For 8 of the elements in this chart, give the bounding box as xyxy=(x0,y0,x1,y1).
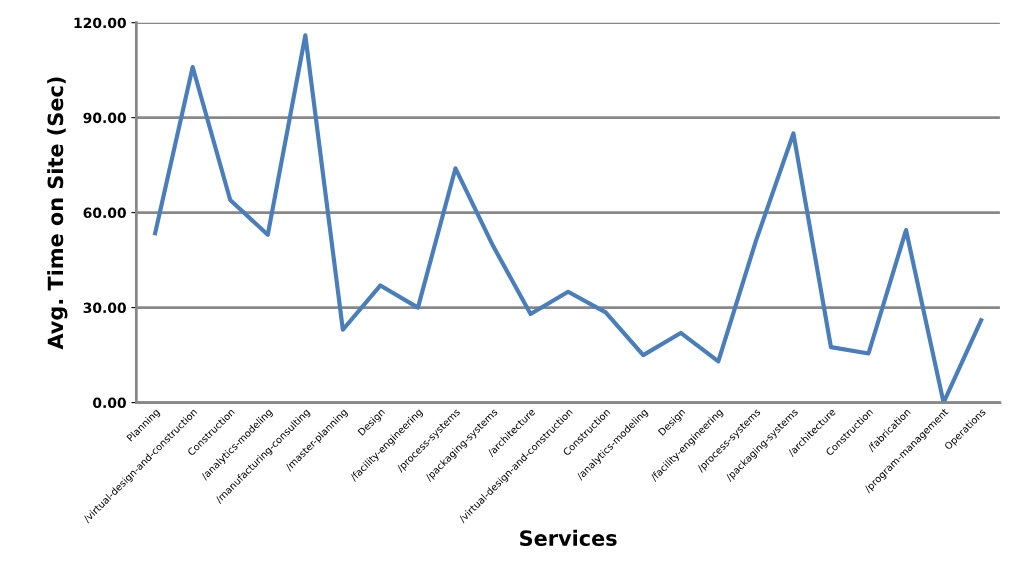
y-tick-label: 60.00 xyxy=(83,207,126,219)
y-tick-label: 0.00 xyxy=(93,397,126,409)
y-axis-title: Avg. Time on Site (Sec) xyxy=(47,77,68,350)
x-axis-title: Services xyxy=(520,529,617,546)
y-tick-label: 120.00 xyxy=(74,17,126,29)
y-tick-label: 90.00 xyxy=(83,112,126,124)
y-tick-label: 30.00 xyxy=(83,302,126,314)
line-series xyxy=(153,33,984,403)
